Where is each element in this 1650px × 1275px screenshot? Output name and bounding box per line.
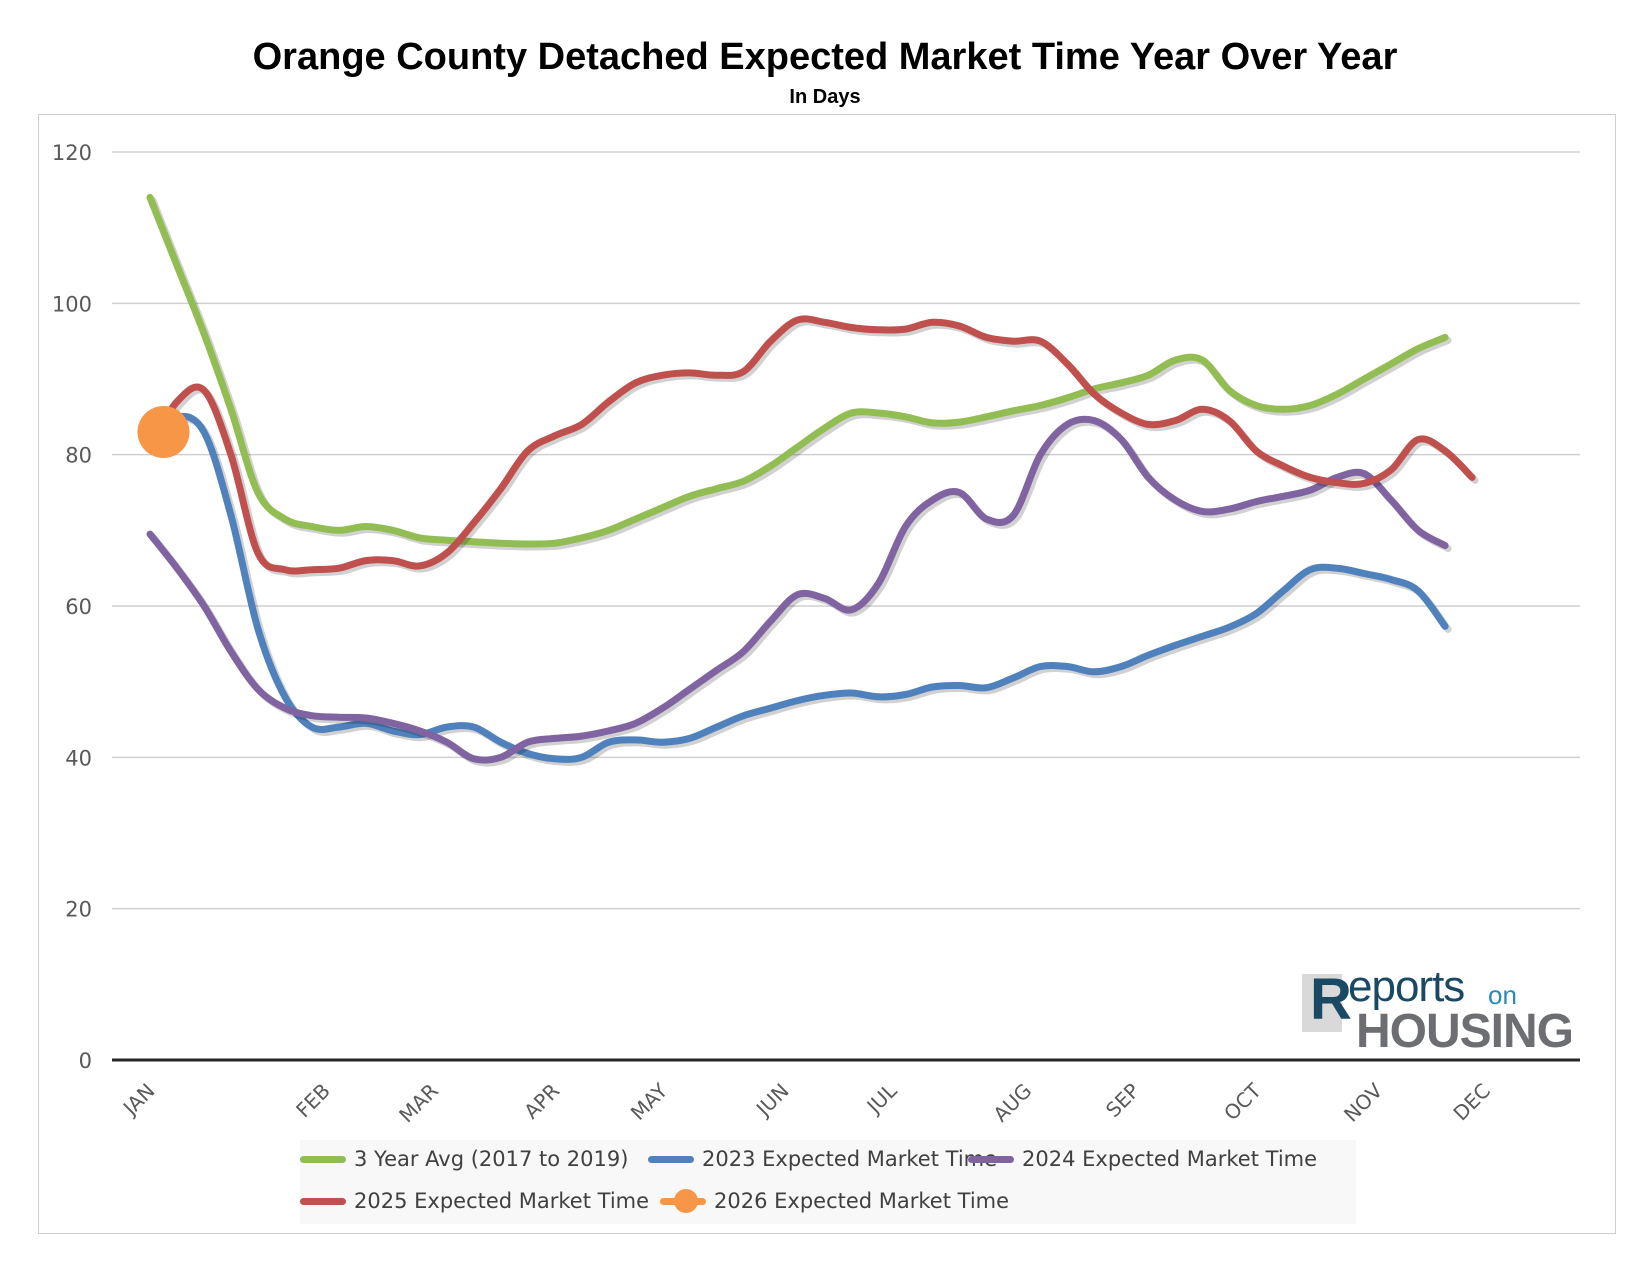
- x-tick-label: NOV: [1339, 1078, 1387, 1126]
- series-1-line: [146, 412, 1449, 763]
- logo-house-mark: [1302, 974, 1342, 1032]
- legend-swatch: [968, 1155, 1014, 1163]
- legend-label: 2026 Expected Market Time: [714, 1189, 1010, 1213]
- x-tick-label: AUG: [988, 1079, 1036, 1127]
- chart-title: Orange County Detached Expected Market T…: [252, 36, 1398, 78]
- chart-legend: 3 Year Avg (2017 to 2019) 2023 Expected M…: [300, 1140, 1356, 1224]
- reports-on-housing-logo: R eports on HOUSING: [1302, 960, 1582, 1058]
- x-tick-label: MAY: [626, 1078, 673, 1125]
- x-tick-label: MAR: [394, 1078, 443, 1127]
- series-3-line: [146, 315, 1476, 575]
- y-tick-label: 60: [65, 595, 92, 619]
- legend-item: 2025 Expected Market Time: [300, 1182, 649, 1220]
- x-tick-label: JAN: [117, 1079, 160, 1122]
- x-tick-label: SEP: [1101, 1079, 1144, 1122]
- legend-label: 2024 Expected Market Time: [1022, 1147, 1318, 1171]
- x-tick-label: FEB: [291, 1079, 335, 1123]
- series-0-line: [146, 193, 1449, 548]
- y-tick-label: 0: [79, 1049, 92, 1073]
- series-0-shadow: [149, 196, 1452, 551]
- x-axis-ticks: JAN FEB MAR APR MAY JUN JUL AUG SEP OCT NOV DEC: [117, 1078, 1495, 1127]
- legend-label: 3 Year Avg (2017 to 2019): [354, 1147, 629, 1171]
- legend-swatch: [300, 1197, 346, 1205]
- legend-label: 2025 Expected Market Time: [354, 1189, 650, 1213]
- series-lines: [137, 193, 1479, 767]
- legend-swatch: [648, 1155, 694, 1163]
- y-tick-label: 100: [52, 292, 92, 316]
- y-tick-label: 80: [65, 444, 92, 468]
- logo-reports-word: eports: [1348, 962, 1465, 1011]
- chart-frame: [38, 114, 1616, 1234]
- y-tick-label: 40: [65, 746, 92, 770]
- legend-item: 2023 Expected Market Time: [648, 1140, 997, 1178]
- y-tick-label: 20: [65, 898, 92, 922]
- chart-subtitle: In Days: [789, 86, 861, 108]
- x-tick-label: DEC: [1448, 1079, 1495, 1126]
- legend-label: 2023 Expected Market Time: [702, 1147, 998, 1171]
- x-tick-label: JUL: [861, 1078, 902, 1119]
- legend-item: 2026 Expected Market Time: [660, 1182, 1009, 1220]
- legend-marker: [674, 1188, 698, 1213]
- legend-item: 3 Year Avg (2017 to 2019): [300, 1140, 628, 1178]
- logo-r-letter: R: [1310, 967, 1352, 1032]
- logo-on-word: on: [1488, 980, 1517, 1010]
- y-tick-label: 120: [52, 141, 92, 165]
- y-axis-ticks: 0 20 40 60 80 100 120: [52, 141, 92, 1073]
- legend-swatch: [300, 1155, 346, 1163]
- x-tick-label: JUN: [750, 1079, 793, 1122]
- gridlines: [112, 151, 1580, 1062]
- legend-swatch: [660, 1188, 706, 1213]
- series-2-line: [146, 415, 1449, 764]
- x-tick-label: OCT: [1219, 1078, 1266, 1125]
- logo-housing-word: HOUSING: [1356, 1005, 1574, 1058]
- series-4-marker: [137, 405, 190, 458]
- x-tick-label: APR: [519, 1078, 564, 1123]
- legend-item: 2024 Expected Market Time: [968, 1140, 1317, 1178]
- series-3-shadow: [149, 318, 1479, 578]
